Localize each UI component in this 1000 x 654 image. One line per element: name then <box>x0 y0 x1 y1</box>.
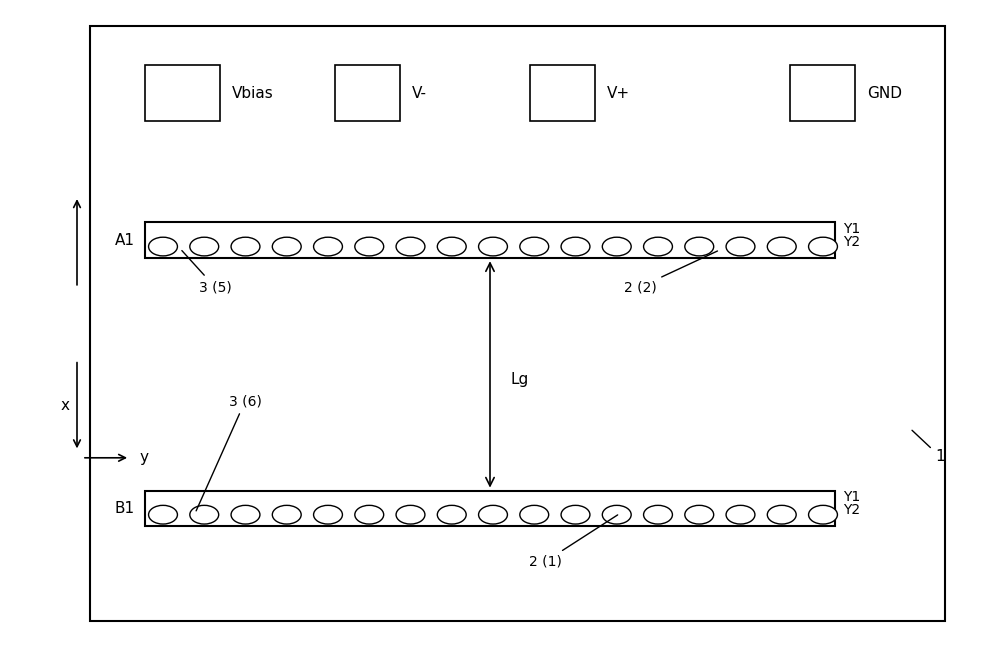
Ellipse shape <box>602 506 631 524</box>
Ellipse shape <box>314 237 342 256</box>
Ellipse shape <box>190 506 219 524</box>
Ellipse shape <box>767 506 796 524</box>
Ellipse shape <box>685 506 714 524</box>
Text: GND: GND <box>867 86 902 101</box>
Text: Vbias: Vbias <box>232 86 274 101</box>
Ellipse shape <box>767 237 796 256</box>
Ellipse shape <box>314 506 342 524</box>
Ellipse shape <box>396 237 425 256</box>
Text: B1: B1 <box>115 502 135 516</box>
Ellipse shape <box>437 237 466 256</box>
Text: Lg: Lg <box>510 372 528 387</box>
Text: Y2: Y2 <box>843 235 860 249</box>
Ellipse shape <box>726 237 755 256</box>
Ellipse shape <box>396 506 425 524</box>
Ellipse shape <box>520 506 549 524</box>
Ellipse shape <box>809 237 837 256</box>
Bar <box>90 26 945 621</box>
Text: 3 (6): 3 (6) <box>196 394 261 511</box>
Ellipse shape <box>355 237 384 256</box>
Ellipse shape <box>644 506 672 524</box>
Text: Y1: Y1 <box>843 490 860 504</box>
Text: Y2: Y2 <box>843 503 860 517</box>
Text: y: y <box>140 451 149 465</box>
Bar <box>530 65 595 121</box>
Ellipse shape <box>190 237 219 256</box>
Bar <box>145 222 835 258</box>
Ellipse shape <box>149 506 177 524</box>
Ellipse shape <box>644 237 672 256</box>
Text: 2 (2): 2 (2) <box>624 251 717 294</box>
Ellipse shape <box>479 506 507 524</box>
Ellipse shape <box>809 506 837 524</box>
Text: V+: V+ <box>607 86 630 101</box>
Ellipse shape <box>520 237 549 256</box>
Bar <box>335 65 400 121</box>
Text: V-: V- <box>412 86 427 101</box>
Ellipse shape <box>272 506 301 524</box>
Ellipse shape <box>272 237 301 256</box>
Text: 1: 1 <box>912 430 945 464</box>
Bar <box>145 490 835 526</box>
Ellipse shape <box>479 237 507 256</box>
Ellipse shape <box>437 506 466 524</box>
Bar <box>790 65 855 121</box>
Ellipse shape <box>561 237 590 256</box>
Ellipse shape <box>231 506 260 524</box>
Text: Y1: Y1 <box>843 222 860 236</box>
Ellipse shape <box>685 237 714 256</box>
Text: 3 (5): 3 (5) <box>182 250 231 294</box>
Ellipse shape <box>149 237 177 256</box>
Bar <box>145 65 220 121</box>
Ellipse shape <box>726 506 755 524</box>
Ellipse shape <box>561 506 590 524</box>
Text: x: x <box>60 398 70 413</box>
Ellipse shape <box>355 506 384 524</box>
Text: A1: A1 <box>115 233 135 248</box>
Ellipse shape <box>231 237 260 256</box>
Ellipse shape <box>602 237 631 256</box>
Text: 2 (1): 2 (1) <box>529 515 618 569</box>
